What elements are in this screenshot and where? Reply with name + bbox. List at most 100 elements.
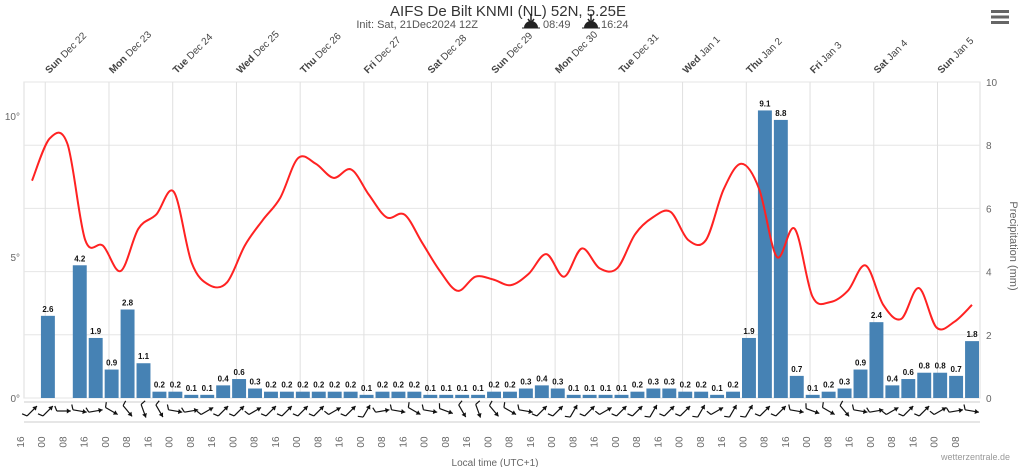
precipitation-value-label: 0.2 <box>329 381 341 390</box>
wind-barb-head <box>177 409 183 414</box>
y-axis-right: 0 2 4 6 8 10 <box>986 78 998 405</box>
wind-barb <box>644 404 658 418</box>
precipitation-value-label: 0.4 <box>536 374 548 383</box>
wind-barb <box>866 407 884 413</box>
precipitation-value-label: 0.2 <box>504 381 516 390</box>
wind-barb-head <box>669 406 675 411</box>
precipitation-value-label: 0.2 <box>345 381 357 390</box>
precipitation-bar <box>821 391 836 398</box>
wind-barb-feather <box>770 413 777 417</box>
wind-barb-feather <box>85 407 90 413</box>
y-right-tick-label: 8 <box>986 141 992 152</box>
date-label: Tue Dec 31 <box>617 32 662 77</box>
x-tick-label: 16 <box>781 436 792 448</box>
precipitation-value-label: 2.4 <box>871 311 883 320</box>
sunrise-time: 08:49 <box>543 19 571 31</box>
x-tick-label: 16 <box>653 436 664 448</box>
y-right-tick-label: 6 <box>986 204 992 215</box>
precipitation-value-label: 1.9 <box>743 327 755 336</box>
precipitation-value-label: 0.1 <box>584 384 596 393</box>
wind-barb-feather <box>929 410 935 415</box>
precipitation-bar <box>295 391 310 398</box>
x-tick-label: 00 <box>802 436 813 448</box>
precipitation-bar <box>773 119 788 399</box>
wind-barb-feather <box>389 404 393 410</box>
wind-barb-head <box>350 406 356 411</box>
sunrise-icon <box>522 14 540 29</box>
precipitation-bar <box>630 391 645 398</box>
wind-barb-head <box>685 406 691 411</box>
precipitation-value-label: 0.6 <box>234 368 246 377</box>
wind-barb <box>805 403 820 415</box>
wind-barb <box>914 405 930 417</box>
wind-barb <box>475 400 482 418</box>
wind-barb <box>37 405 54 417</box>
precipitation-bars <box>40 110 979 399</box>
x-tick-label: 00 <box>228 436 239 448</box>
date-label: Fri Dec 27 <box>362 35 403 76</box>
wind-barb-feather <box>898 413 904 417</box>
x-tick-label: 00 <box>101 436 112 448</box>
grid <box>23 81 981 399</box>
x-tick-label: 00 <box>930 436 941 448</box>
wind-barb-head <box>385 408 390 413</box>
wind-barb-feather <box>503 402 506 408</box>
precipitation-bar <box>423 394 438 398</box>
wind-barb-head <box>142 412 147 418</box>
wind-barb-head <box>718 407 724 412</box>
precipitation-bar <box>88 337 103 398</box>
wind-barb <box>122 400 133 417</box>
x-tick-label: 08 <box>122 436 133 448</box>
wind-barb <box>821 402 835 416</box>
precipitation-bar <box>853 369 868 398</box>
x-tick-label: 00 <box>547 436 558 448</box>
precipitation-bar <box>805 394 820 398</box>
x-tick-label: 16 <box>845 436 856 448</box>
wind-barb <box>659 405 675 417</box>
wind-barb-head <box>415 410 421 415</box>
wind-barb-head <box>958 408 963 413</box>
wind-barb-head <box>573 404 578 410</box>
precipitation-value-label: 0.2 <box>696 381 708 390</box>
wind-barb-feather <box>627 413 633 417</box>
precipitation-bar <box>407 391 422 398</box>
wind-barb <box>611 405 627 417</box>
wind-barb <box>692 404 706 418</box>
wind-barb-feather <box>821 402 824 408</box>
wind-barb <box>140 400 147 418</box>
hamburger-menu-icon[interactable] <box>989 8 1011 26</box>
x-axis-label: Local time (UTC+1) <box>452 458 539 467</box>
wind-barb-feather <box>866 407 871 413</box>
wind-barb-feather <box>421 404 424 410</box>
precipitation-bar <box>614 394 629 398</box>
x-tick-label: 00 <box>356 436 367 448</box>
wind-barb <box>407 402 421 416</box>
precipitation-value-label: 1.1 <box>138 352 150 361</box>
wind-barb-head <box>193 408 199 413</box>
wind-barb <box>308 405 325 417</box>
precipitation-value-label: 0.2 <box>297 381 309 390</box>
wind-barb-feather <box>372 407 377 413</box>
wind-barb-head <box>542 406 547 411</box>
precipitation-value-label: 0.1 <box>616 384 628 393</box>
wind-barb-head <box>652 404 658 410</box>
wind-barb-head <box>511 410 517 415</box>
precipitation-bar <box>534 385 549 398</box>
x-tick-label: 16 <box>526 436 537 448</box>
precipitation-bar <box>120 309 135 398</box>
precipitation-value-label: 0.9 <box>106 359 118 368</box>
wind-barb-head <box>637 406 643 411</box>
wind-barb-head <box>732 404 737 410</box>
precipitation-value-label: 4.2 <box>74 254 86 263</box>
x-tick-label: 08 <box>313 436 324 448</box>
precipitation-bar <box>518 388 533 398</box>
date-label: Fri Jan 3 <box>808 40 844 76</box>
precipitation-bar <box>264 391 278 398</box>
precipitation-value-label: 0.6 <box>903 368 915 377</box>
precipitation-value-label: 0.2 <box>727 381 739 390</box>
y-right-tick-label: 2 <box>986 331 992 342</box>
y-axis-left: 0° 5° 10° <box>5 112 20 405</box>
wind-barb <box>564 404 578 418</box>
wind-barb <box>517 404 533 414</box>
precipitation-value-label: 0.2 <box>409 381 421 390</box>
